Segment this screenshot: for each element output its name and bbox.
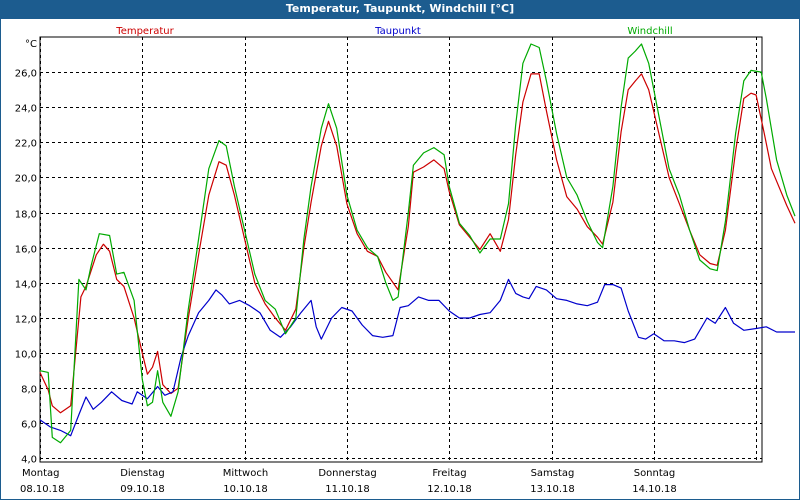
x-tick-date: 13.10.18 [530, 484, 575, 495]
y-tick-label: 16,0 [15, 245, 37, 256]
y-tick-label: 8,0 [21, 385, 37, 396]
x-tick-day: Donnerstag [318, 468, 376, 479]
y-tick-label: 12,0 [15, 315, 37, 326]
x-tick-date: 12.10.18 [427, 484, 472, 495]
x-tick-day: Freitag [432, 468, 466, 479]
window-title: Temperatur, Taupunkt, Windchill [°C] [0, 0, 800, 18]
x-tick-date: 09.10.18 [120, 484, 165, 495]
x-tick-date: 11.10.18 [325, 484, 370, 495]
grid [39, 36, 763, 463]
y-tick-label: 20,0 [15, 174, 37, 185]
x-tick-day: Samstag [531, 468, 575, 479]
x-axis-ticks: Montag 08.10.18 Dienstag 09.10.18 Mittwoch 10… [20, 468, 677, 495]
x-tick-date: 08.10.18 [20, 484, 65, 495]
legend-temperatur: Temperatur [115, 26, 174, 37]
y-tick-label: 26,0 [15, 69, 37, 80]
x-tick-day: Mittwoch [223, 468, 268, 479]
y-axis-ticks: 4,0 6,0 8,0 10,0 12,0 14,0 16,0 18,0 20,0 22,0 24,… [15, 69, 37, 466]
y-axis-unit: °C [25, 39, 37, 50]
x-tick-day: Sonntag [634, 468, 676, 479]
series-line-temperatur [39, 73, 796, 414]
x-tick-date: 14.10.18 [632, 484, 677, 495]
y-tick-label: 6,0 [21, 420, 37, 431]
y-tick-label: 24,0 [15, 104, 37, 115]
legend-taupunkt: Taupunkt [374, 26, 421, 37]
x-tick-day: Dienstag [120, 468, 165, 479]
data-series [39, 43, 796, 444]
y-tick-label: 4,0 [21, 455, 37, 466]
y-tick-label: 10,0 [15, 350, 37, 361]
series-line-windchill [39, 43, 796, 444]
legend-windchill: Windchill [627, 26, 672, 37]
y-tick-label: 22,0 [15, 139, 37, 150]
series-line-taupunkt [39, 278, 795, 437]
x-tick-day: Montag [22, 468, 59, 479]
y-tick-label: 18,0 [15, 210, 37, 221]
x-tick-date: 10.10.18 [223, 484, 268, 495]
y-tick-label: 14,0 [15, 280, 37, 291]
